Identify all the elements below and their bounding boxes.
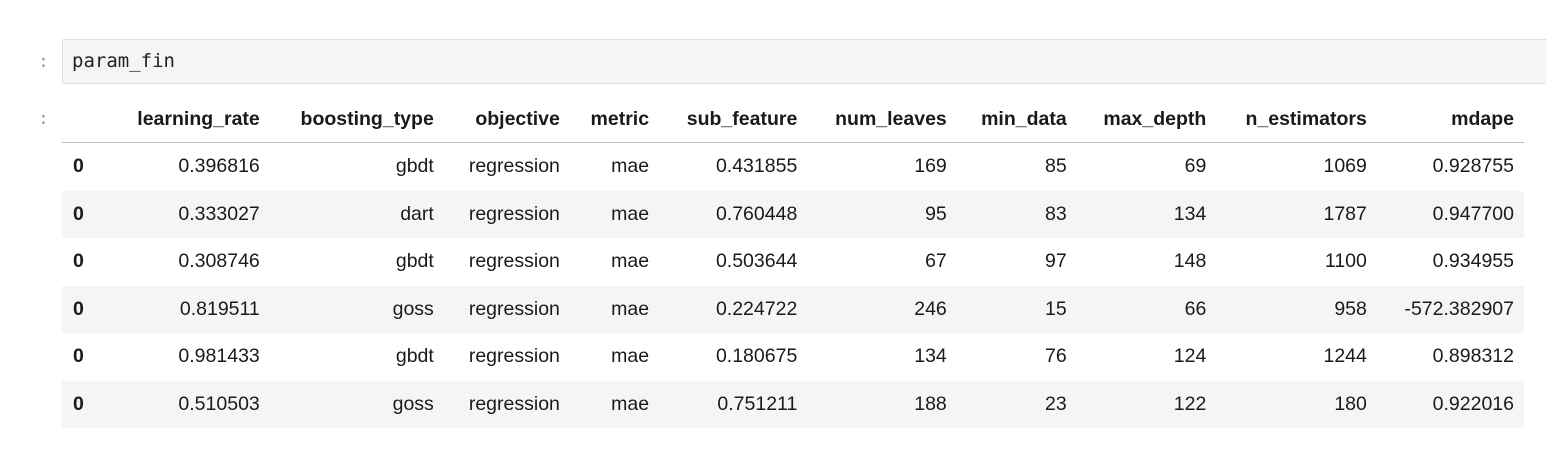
cell-learning-rate: 0.308746 xyxy=(178,250,260,273)
cell-learning-rate: 0.396816 xyxy=(178,155,260,178)
cell-num-leaves: 134 xyxy=(914,345,947,368)
cell-max-depth: 69 xyxy=(1184,155,1207,178)
cell-boosting-type: goss xyxy=(392,392,434,415)
cell-sub-feature: 0.180675 xyxy=(715,345,798,368)
column-header-boosting-type: boosting_type xyxy=(269,96,444,143)
column-header-learning-rate: learning_rate xyxy=(108,96,270,143)
row-index: 0 xyxy=(73,202,84,225)
cell-mdape: 0.934955 xyxy=(1432,250,1514,273)
column-header-num-leaves: num_leaves xyxy=(807,96,957,143)
cell-metric: mae xyxy=(611,250,650,273)
column-header-n-estimators: n_estimators xyxy=(1216,96,1377,143)
cell-learning-rate: 0.333027 xyxy=(178,202,260,225)
column-header-mdape: mdape xyxy=(1376,96,1524,143)
cell-n-estimators: 958 xyxy=(1334,297,1367,320)
cell-objective: regression xyxy=(468,155,560,178)
index-header xyxy=(62,96,108,143)
cell-n-estimators: 180 xyxy=(1334,392,1367,415)
code-text[interactable]: param_fin xyxy=(72,50,175,72)
cell-mdape: 0.922016 xyxy=(1432,392,1514,415)
cell-boosting-type: gbdt xyxy=(395,155,434,178)
column-header-objective: objective xyxy=(443,96,570,143)
table-row: 0 0.308746 gbdt regression mae 0.503644 67 97 14… xyxy=(62,238,1524,286)
table-row: 0 0.819511 goss regression mae 0.224722 246 15 6… xyxy=(62,285,1524,333)
cell-sub-feature: 0.751211 xyxy=(717,392,798,415)
cell-boosting-type: dart xyxy=(400,202,434,225)
cell-metric: mae xyxy=(611,392,650,415)
row-index: 0 xyxy=(73,345,84,368)
column-header-min-data: min_data xyxy=(956,96,1077,143)
cell-metric: mae xyxy=(611,155,650,178)
cell-objective: regression xyxy=(468,297,560,320)
cell-min-data: 23 xyxy=(1045,392,1067,415)
cell-num-leaves: 95 xyxy=(925,202,947,225)
table-body: 0 0.396816 gbdt regression mae 0.431855 169 85 6… xyxy=(62,143,1524,428)
dataframe-table: learning_rate boosting_type objective metri… xyxy=(62,96,1524,428)
code-cell[interactable]: param_fin xyxy=(62,39,1546,84)
cell-num-leaves: 169 xyxy=(914,155,947,178)
row-index: 0 xyxy=(73,392,84,415)
cell-sub-feature: 0.431855 xyxy=(715,155,798,178)
cell-min-data: 97 xyxy=(1045,250,1067,273)
cell-mdape: 0.947700 xyxy=(1432,202,1514,225)
cell-min-data: 85 xyxy=(1045,155,1067,178)
cell-min-data: 83 xyxy=(1045,202,1067,225)
cell-min-data: 15 xyxy=(1045,297,1067,320)
cell-metric: mae xyxy=(611,297,650,320)
row-index: 0 xyxy=(73,155,84,178)
cell-metric: mae xyxy=(611,202,650,225)
column-header-metric: metric xyxy=(569,96,660,143)
row-index: 0 xyxy=(73,297,84,320)
cell-sub-feature: 0.503644 xyxy=(715,250,798,273)
column-header-max-depth: max_depth xyxy=(1076,96,1217,143)
cell-n-estimators: 1244 xyxy=(1323,345,1367,368)
column-header-sub-feature: sub_feature xyxy=(659,96,808,143)
cell-objective: regression xyxy=(468,202,560,225)
cell-learning-rate: 0.510503 xyxy=(178,392,260,415)
cell-max-depth: 148 xyxy=(1173,250,1207,273)
cell-learning-rate: 0.981433 xyxy=(178,345,260,368)
cell-objective: regression xyxy=(468,345,560,368)
cell-mdape: -572.382907 xyxy=(1404,297,1514,320)
table-row: 0 0.333027 dart regression mae 0.760448 95 83 13… xyxy=(62,190,1524,238)
cell-num-leaves: 67 xyxy=(925,250,947,273)
cell-max-depth: 124 xyxy=(1173,345,1207,368)
cell-num-leaves: 188 xyxy=(914,392,947,415)
cell-metric: mae xyxy=(611,345,650,368)
cell-learning-rate: 0.819511 xyxy=(179,297,260,320)
cell-max-depth: 134 xyxy=(1173,202,1207,225)
cell-num-leaves: 246 xyxy=(914,297,947,320)
table-header-row: learning_rate boosting_type objective metri… xyxy=(62,96,1524,143)
cell-max-depth: 66 xyxy=(1184,297,1207,320)
cell-sub-feature: 0.224722 xyxy=(715,297,798,320)
cell-min-data: 76 xyxy=(1045,345,1067,368)
row-index: 0 xyxy=(73,250,84,273)
cell-boosting-type: goss xyxy=(392,297,434,320)
cell-max-depth: 122 xyxy=(1173,392,1207,415)
cell-objective: regression xyxy=(468,392,560,415)
table-row: 0 0.510503 goss regression mae 0.751211 188 23 1… xyxy=(62,380,1524,428)
table-row: 0 0.981433 gbdt regression mae 0.180675 134 76 1… xyxy=(62,333,1524,381)
cell-mdape: 0.898312 xyxy=(1432,345,1514,368)
cell-n-estimators: 1069 xyxy=(1323,155,1367,178)
cell-sub-feature: 0.760448 xyxy=(715,202,798,225)
cell-objective: regression xyxy=(468,250,560,273)
cell-boosting-type: gbdt xyxy=(395,345,434,368)
cell-n-estimators: 1787 xyxy=(1323,202,1367,225)
output-prompt: : xyxy=(38,108,49,129)
input-prompt: : xyxy=(38,51,49,72)
cell-n-estimators: 1100 xyxy=(1324,250,1367,273)
table-row: 0 0.396816 gbdt regression mae 0.431855 169 85 6… xyxy=(62,143,1524,191)
cell-mdape: 0.928755 xyxy=(1432,155,1514,178)
cell-boosting-type: gbdt xyxy=(395,250,434,273)
